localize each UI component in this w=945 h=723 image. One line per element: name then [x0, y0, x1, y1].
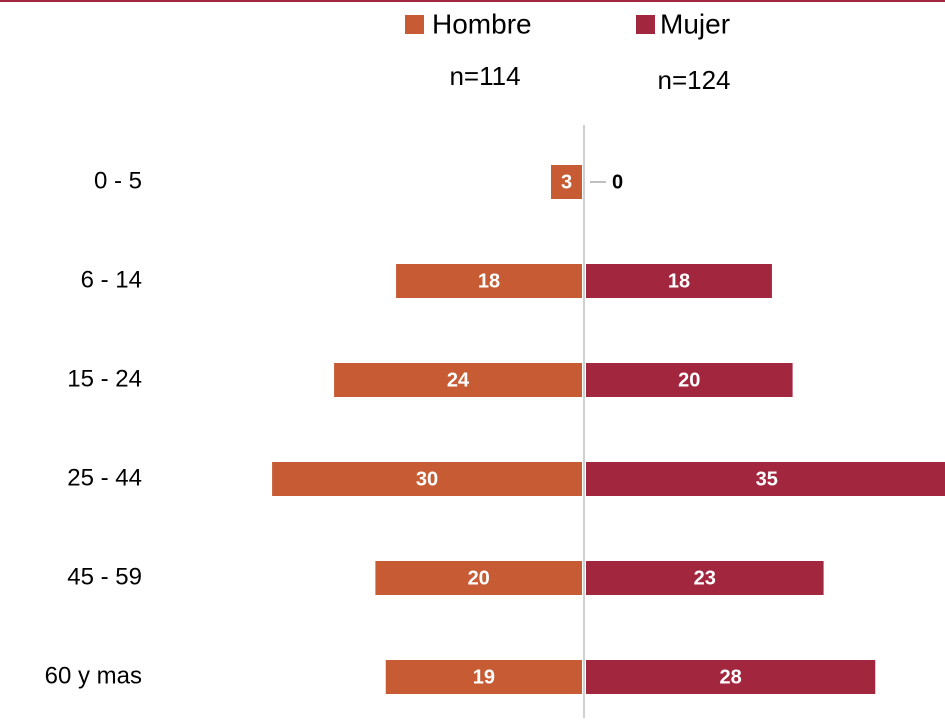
category-label: 25 - 44 [67, 464, 142, 491]
category-label: 15 - 24 [67, 365, 142, 392]
legend-label: Hombre [432, 8, 532, 39]
bar [272, 462, 582, 496]
value-label: 20 [678, 369, 700, 391]
bar [551, 165, 582, 199]
category-label: 0 - 5 [94, 167, 142, 194]
bar [396, 264, 582, 298]
bar [385, 660, 582, 694]
bar [586, 660, 876, 694]
annotation: n=114 [449, 61, 520, 91]
category-label: 45 - 59 [67, 563, 142, 590]
legend-swatch [636, 15, 655, 34]
value-label: 3 [561, 171, 572, 193]
value-label: 35 [756, 468, 778, 490]
value-label: 30 [416, 468, 438, 490]
top-rule [0, 0, 945, 2]
bar [586, 462, 945, 496]
legend-label: Mujer [660, 8, 730, 39]
value-label: 28 [719, 666, 741, 688]
category-label: 60 y mas [45, 662, 142, 689]
bar [586, 363, 793, 397]
legend-swatch [405, 15, 424, 34]
value-label: 18 [478, 270, 500, 292]
bar [334, 363, 582, 397]
value-label: 20 [468, 567, 490, 589]
category-label: 6 - 14 [81, 266, 142, 293]
annotation: n=124 [657, 65, 730, 95]
value-label: 23 [694, 567, 716, 589]
bar [375, 561, 582, 595]
value-label: 18 [668, 270, 690, 292]
bar [586, 561, 824, 595]
value-label: 0 [612, 171, 623, 193]
value-label: 24 [447, 369, 470, 391]
value-label: 19 [473, 666, 495, 688]
bar [586, 264, 772, 298]
